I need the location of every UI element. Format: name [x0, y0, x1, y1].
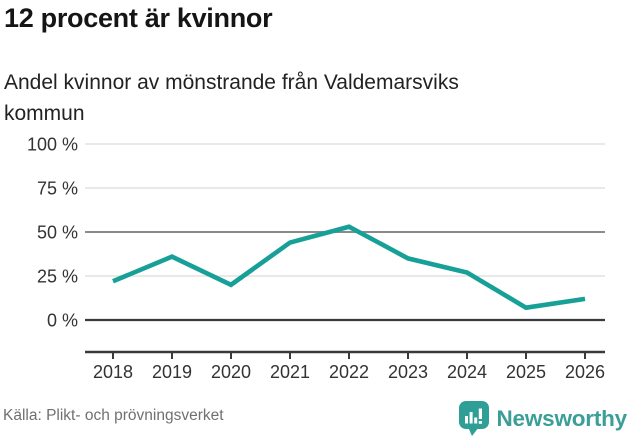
y-tick-label: 100 % — [27, 135, 78, 155]
x-tick-label: 2023 — [388, 362, 428, 382]
x-tick-label: 2022 — [329, 362, 369, 382]
logo-bar-2 — [470, 412, 474, 424]
subtitle-line-2: kommun — [4, 102, 85, 125]
x-tick-label: 2025 — [506, 362, 546, 382]
newsworthy-logo-icon — [459, 401, 490, 436]
page-subtitle: Andel kvinnor av mönstrande från Valdema… — [4, 67, 459, 129]
page-title: 12 procent är kvinnor — [4, 3, 273, 33]
source-caption: Källa: Plikt- och prövningsverket — [3, 407, 224, 424]
line-chart: 0 % 25 % 50 % 75 % 100 % 2018 2019 2020 2021 2022… — [0, 130, 631, 386]
y-tick-label: 50 % — [37, 223, 78, 243]
x-tick-label: 2020 — [211, 362, 251, 382]
newsworthy-logo: Newsworthy — [459, 401, 627, 436]
x-tick-label: 2026 — [565, 362, 605, 382]
x-tick-label: 2018 — [93, 362, 133, 382]
newsworthy-wordmark: Newsworthy — [496, 405, 627, 431]
y-tick-label: 0 % — [47, 311, 78, 331]
logo-bubble-tail — [468, 427, 480, 436]
logo-bar-1 — [465, 416, 469, 424]
logo-bar-3 — [474, 417, 478, 424]
logo-exclamation-stem — [479, 408, 483, 419]
subtitle-line-1: Andel kvinnor av mönstrande från Valdema… — [4, 71, 459, 94]
x-tick-label: 2024 — [447, 362, 487, 382]
logo-bubble — [459, 401, 490, 429]
y-tick-label: 25 % — [37, 267, 78, 287]
data-series-line — [112, 224, 586, 311]
x-tick-label: 2019 — [152, 362, 192, 382]
x-tick-label: 2021 — [270, 362, 310, 382]
chart-svg: 0 % 25 % 50 % 75 % 100 % 2018 2019 2020 2021 2022… — [27, 135, 605, 383]
y-tick-label: 75 % — [37, 179, 78, 199]
logo-exclamation-dot — [479, 421, 483, 424]
